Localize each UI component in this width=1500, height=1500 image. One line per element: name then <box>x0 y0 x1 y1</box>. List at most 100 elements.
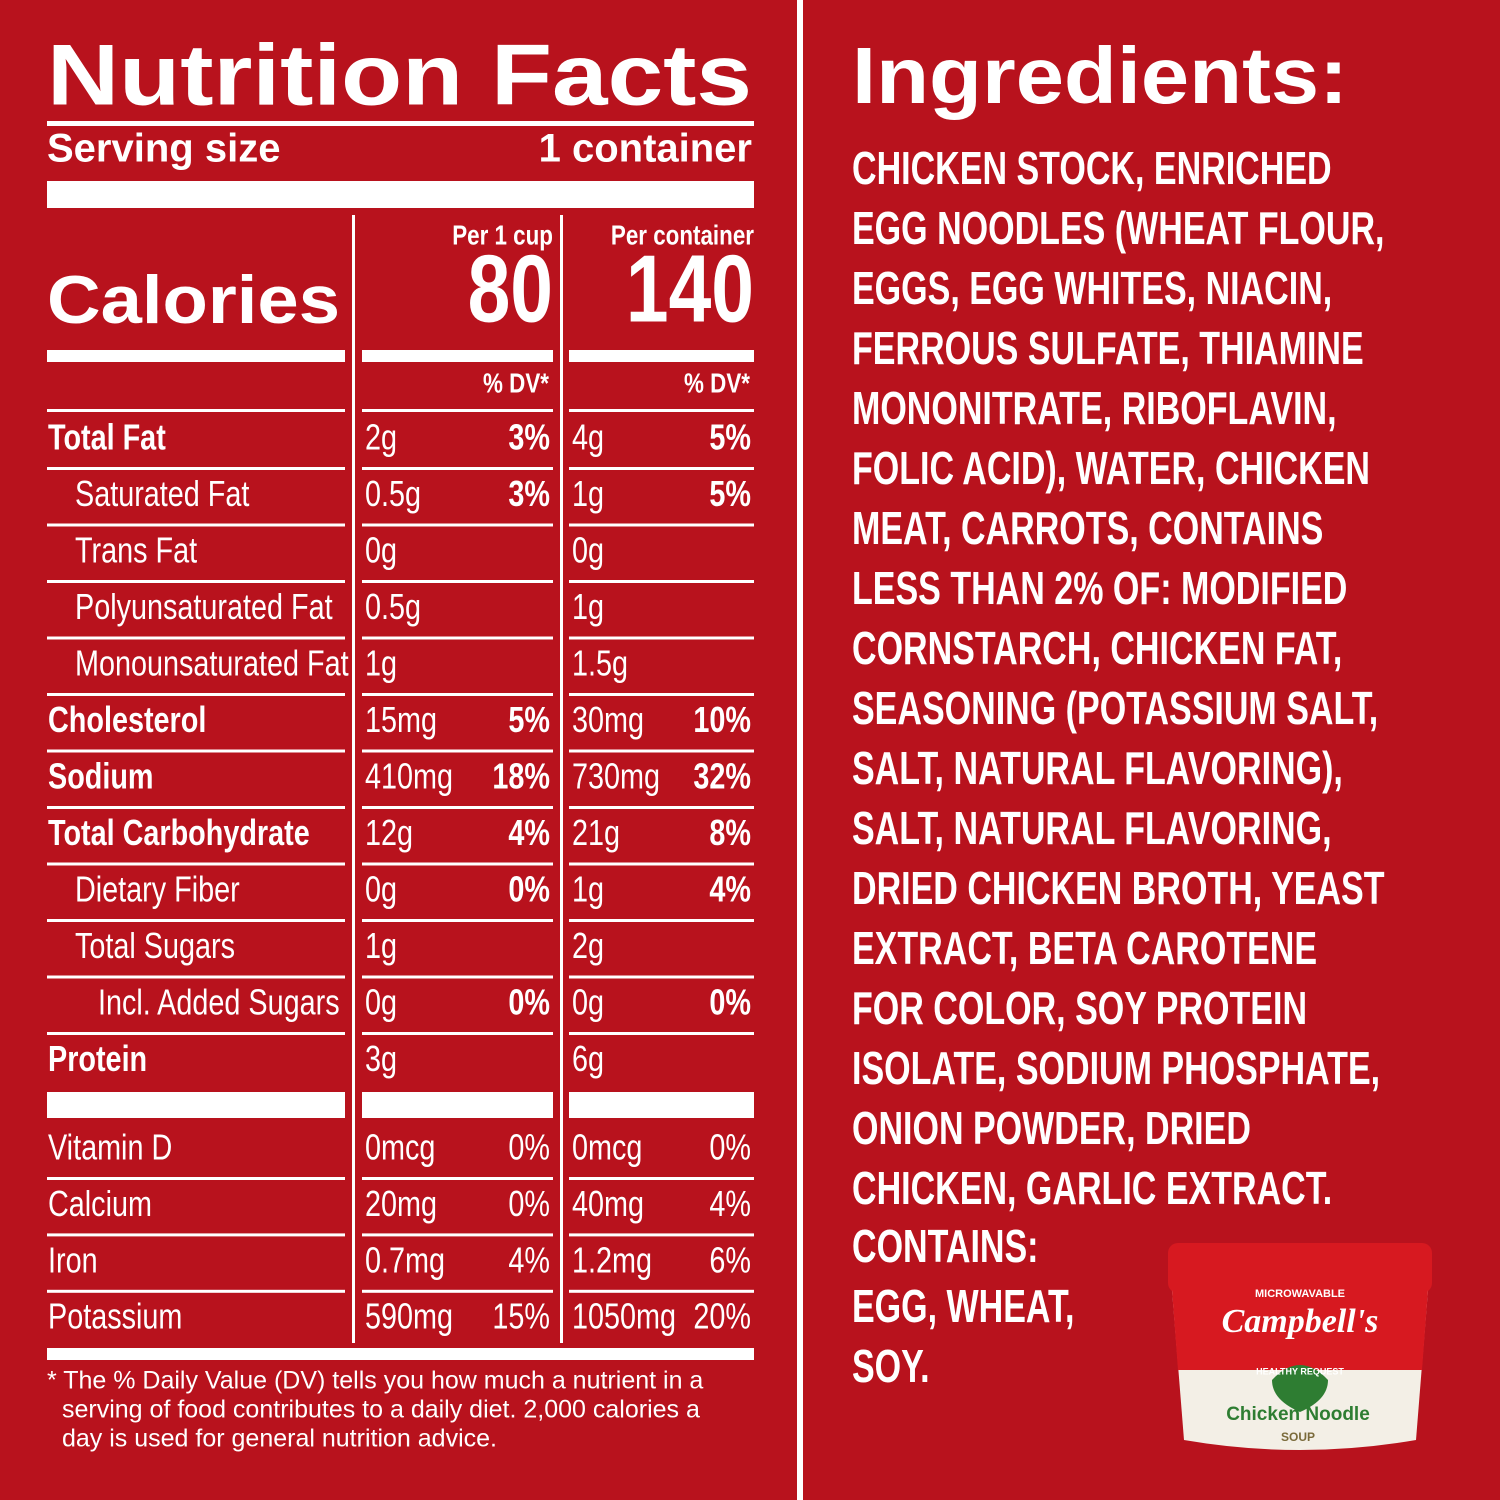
allergen-line: EGG, WHEAT, <box>852 1280 1074 1332</box>
ingredient-line: SALT, NATURAL FLAVORING, <box>852 802 1332 854</box>
daily-value: 10% <box>693 699 751 740</box>
ingredient-line: EGGS, EGG WHITES, NIACIN, <box>852 262 1332 314</box>
amount: 0g <box>365 868 397 909</box>
rule <box>362 580 553 583</box>
amount: 1g <box>365 642 397 683</box>
amount: 15mg <box>365 699 437 740</box>
rule <box>362 919 553 922</box>
ingredient-line: LESS THAN 2% OF: MODIFIED <box>852 562 1347 614</box>
thick-rule <box>47 1348 754 1360</box>
rule <box>47 975 345 979</box>
rule <box>47 919 345 922</box>
ingredient-line: SALT, NATURAL FLAVORING), <box>852 742 1343 794</box>
amount: 40mg <box>572 1183 644 1224</box>
ingredient-line: CHICKEN STOCK, ENRICHED <box>852 142 1332 194</box>
rule <box>47 1233 345 1237</box>
amount: 590mg <box>365 1296 453 1337</box>
daily-value: 5% <box>709 416 751 457</box>
rule <box>569 975 754 979</box>
daily-value: 4% <box>709 1183 751 1224</box>
amount: 0.5g <box>365 586 421 627</box>
daily-value: 0% <box>508 868 550 909</box>
amount: 20mg <box>365 1183 437 1224</box>
amount: 30mg <box>572 699 644 740</box>
ingredient-line: EGG NOODLES (WHEAT FLOUR, <box>852 202 1385 254</box>
row-label: Dietary Fiber <box>75 868 240 909</box>
allergen-line: SOY. <box>852 1340 930 1392</box>
row-label: Sodium <box>48 755 154 796</box>
amount: 1g <box>572 868 604 909</box>
daily-value: 0% <box>709 1126 751 1167</box>
daily-value: 15% <box>492 1296 550 1337</box>
daily-value: 4% <box>508 812 550 853</box>
rule <box>569 749 754 753</box>
thick-rule <box>47 181 754 208</box>
rule <box>569 636 754 640</box>
rule <box>569 1233 754 1237</box>
row-label: Iron <box>48 1239 98 1280</box>
rule <box>362 350 553 362</box>
daily-value: 0% <box>508 981 550 1022</box>
ingredient-line: FERROUS SULFATE, THIAMINE <box>852 322 1364 374</box>
column-line <box>352 215 355 1343</box>
ingredient-line: DRIED CHICKEN BROTH, YEAST <box>852 862 1385 914</box>
amount: 1.5g <box>572 642 628 683</box>
daily-value: 0% <box>709 981 751 1022</box>
row-label: Vitamin D <box>48 1126 172 1167</box>
amount: 730mg <box>572 755 660 796</box>
amount: 1g <box>572 586 604 627</box>
rule <box>47 749 345 753</box>
footnote: * The % Daily Value (DV) tells you how m… <box>47 1367 703 1395</box>
row-label: Potassium <box>48 1296 182 1337</box>
rule <box>47 1092 345 1118</box>
serving-value: 1 container <box>539 127 752 171</box>
rule <box>569 580 754 583</box>
ingredient-line: FOR COLOR, SOY PROTEIN <box>852 982 1307 1034</box>
amount: 0g <box>365 981 397 1022</box>
daily-value: 4% <box>709 868 751 909</box>
rule <box>362 1177 553 1180</box>
rule <box>47 1032 345 1035</box>
rule <box>47 862 345 866</box>
daily-value: 5% <box>508 699 550 740</box>
row-label: Total Carbohydrate <box>48 812 310 853</box>
row-label: Saturated Fat <box>75 473 249 514</box>
amount: 0mcg <box>572 1126 642 1167</box>
rule <box>362 1233 553 1237</box>
product-name: Chicken Noodle <box>1226 1404 1370 1425</box>
rule <box>47 523 345 527</box>
amount: 1g <box>572 473 604 514</box>
rule <box>47 467 345 470</box>
ingredient-line: CHICKEN, GARLIC EXTRACT. <box>852 1162 1332 1214</box>
rule <box>47 580 345 583</box>
daily-value: 4% <box>508 1239 550 1280</box>
rule <box>569 1289 754 1293</box>
rule <box>47 806 345 809</box>
rule <box>569 350 754 362</box>
row-label: Polyunsaturated Fat <box>75 586 333 627</box>
rule <box>47 1289 345 1293</box>
row-label: Cholesterol <box>48 699 206 740</box>
amount: 2g <box>572 925 604 966</box>
rule <box>569 1092 754 1118</box>
row-label: Incl. Added Sugars <box>98 981 340 1022</box>
amount: 1g <box>365 925 397 966</box>
product-image: MICROWAVABLE Campbell's HEALTHY REQUEST … <box>1168 1243 1432 1450</box>
rule <box>569 806 754 809</box>
ingredient-line: MEAT, CARROTS, CONTAINS <box>852 502 1323 554</box>
row-label: Total Fat <box>48 416 166 457</box>
rule <box>362 693 553 696</box>
product-kind: SOUP <box>1281 1430 1315 1444</box>
amount: 0.5g <box>365 473 421 514</box>
heart-badge <box>1272 1365 1328 1412</box>
amount: 3g <box>365 1038 397 1079</box>
daily-value: 0% <box>508 1183 550 1224</box>
column-line <box>560 215 563 1343</box>
rule <box>47 693 345 696</box>
row-label: Monounsaturated Fat <box>75 642 349 683</box>
dv-header: % DV* <box>684 368 750 399</box>
rule <box>362 409 553 412</box>
product-badge: HEALTHY REQUEST <box>1256 1366 1344 1376</box>
